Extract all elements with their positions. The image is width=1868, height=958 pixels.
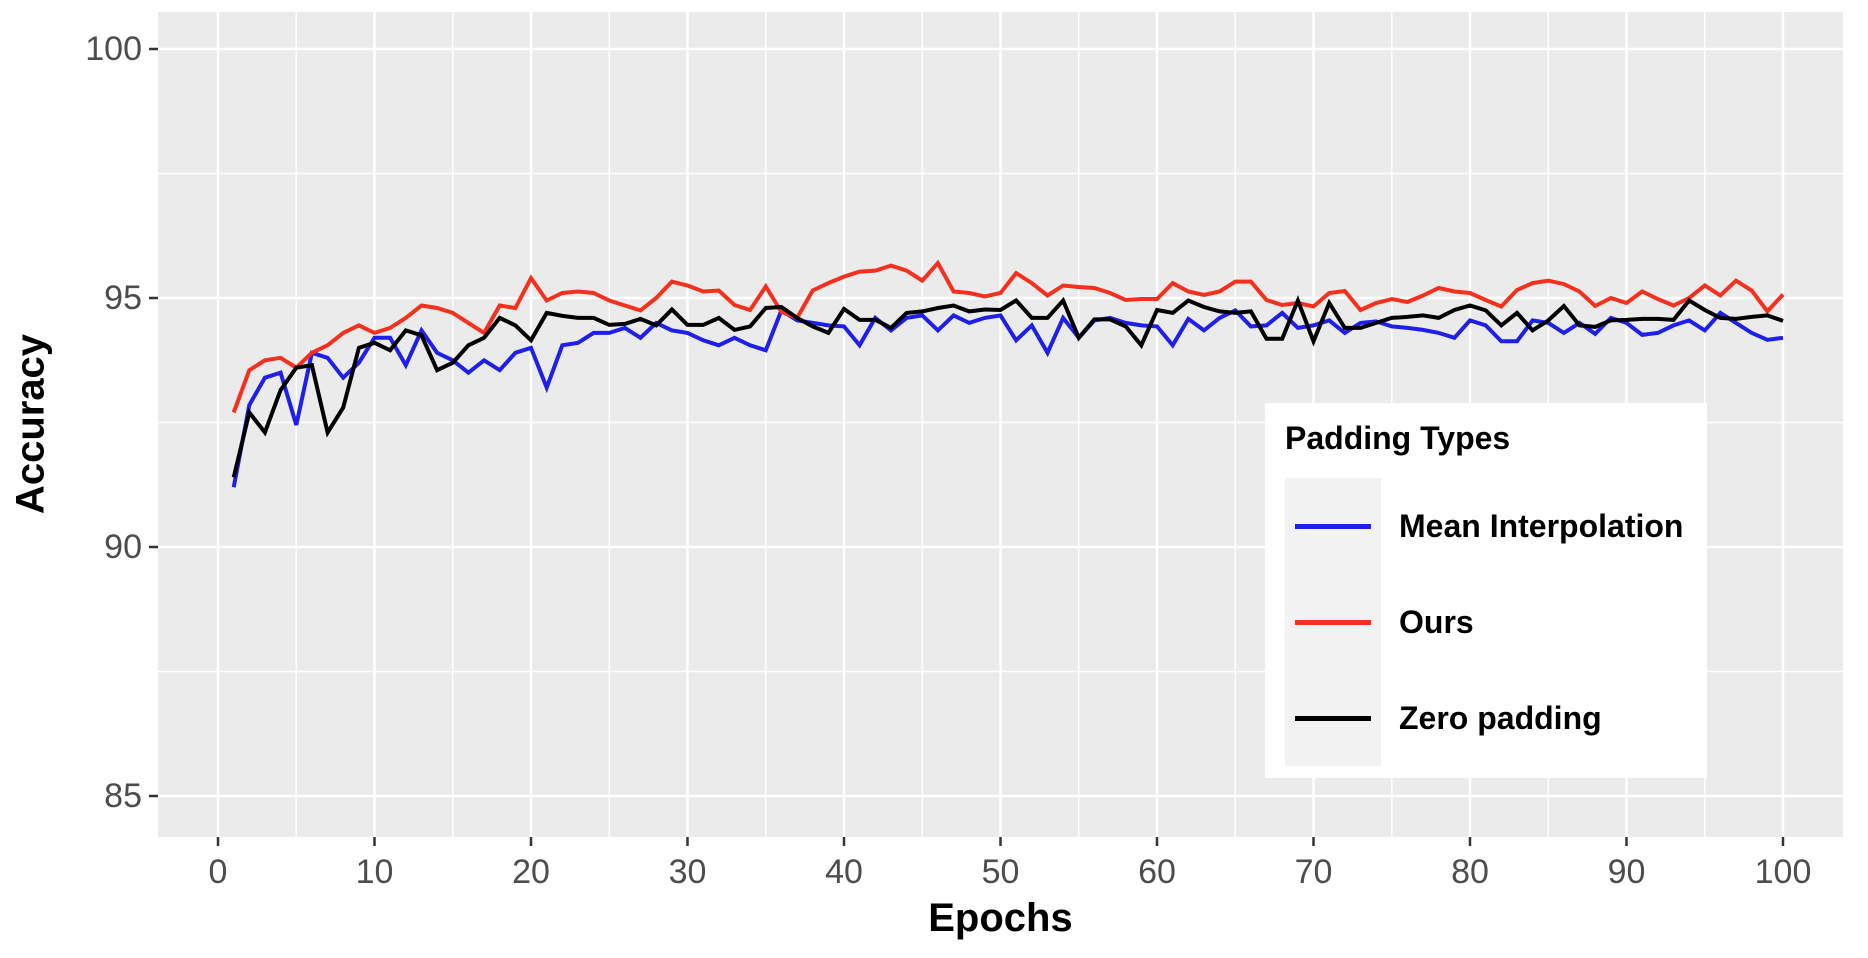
legend: Padding Types Mean Interpolation Ours Ze… <box>1265 403 1707 778</box>
x-tick-label: 50 <box>981 853 1020 891</box>
series-line-ours <box>231 259 1785 414</box>
legend-item-mean-interpolation: Mean Interpolation <box>1285 478 1683 574</box>
series-line-mean-interpolation <box>231 307 1784 488</box>
y-tick-label: 90 <box>104 528 142 566</box>
x-tick-label: 100 <box>1754 853 1812 891</box>
legend-key-box <box>1285 670 1381 766</box>
y-tick-label: 85 <box>104 777 142 815</box>
legend-title: Padding Types <box>1285 420 1511 456</box>
legend-items: Mean Interpolation Ours Zero padding <box>1285 478 1683 766</box>
x-tick-label: 10 <box>355 853 394 891</box>
black-line-swatch-icon <box>1295 715 1371 721</box>
x-axis-title: Epochs <box>928 896 1073 940</box>
legend-item-label: Zero padding <box>1399 699 1602 736</box>
x-tick-label: 20 <box>512 853 550 891</box>
legend-item-label: Mean Interpolation <box>1399 507 1684 544</box>
legend-item-ours: Ours <box>1285 574 1683 670</box>
y-tick-label: 100 <box>85 30 142 68</box>
y-tick-label: 95 <box>104 279 142 317</box>
x-tick-label: 30 <box>668 853 707 891</box>
y-axis-title: Accuracy <box>8 333 53 515</box>
red-line-swatch-icon <box>1295 619 1371 625</box>
x-tick-label: 70 <box>1294 853 1333 891</box>
legend-item-label: Ours <box>1399 603 1474 640</box>
legend-key-box <box>1285 574 1381 670</box>
series-line-zero-padding <box>231 295 1784 478</box>
blue-line-swatch-icon <box>1295 523 1371 529</box>
x-tick-label: 90 <box>1607 853 1646 891</box>
x-tick-label: 60 <box>1138 853 1176 891</box>
legend-item-zero-padding: Zero padding <box>1285 670 1683 766</box>
x-tick-label: 40 <box>825 853 863 891</box>
x-tick-label: 80 <box>1451 853 1489 891</box>
x-tick-label: 0 <box>208 853 228 891</box>
legend-key-box <box>1285 478 1381 574</box>
